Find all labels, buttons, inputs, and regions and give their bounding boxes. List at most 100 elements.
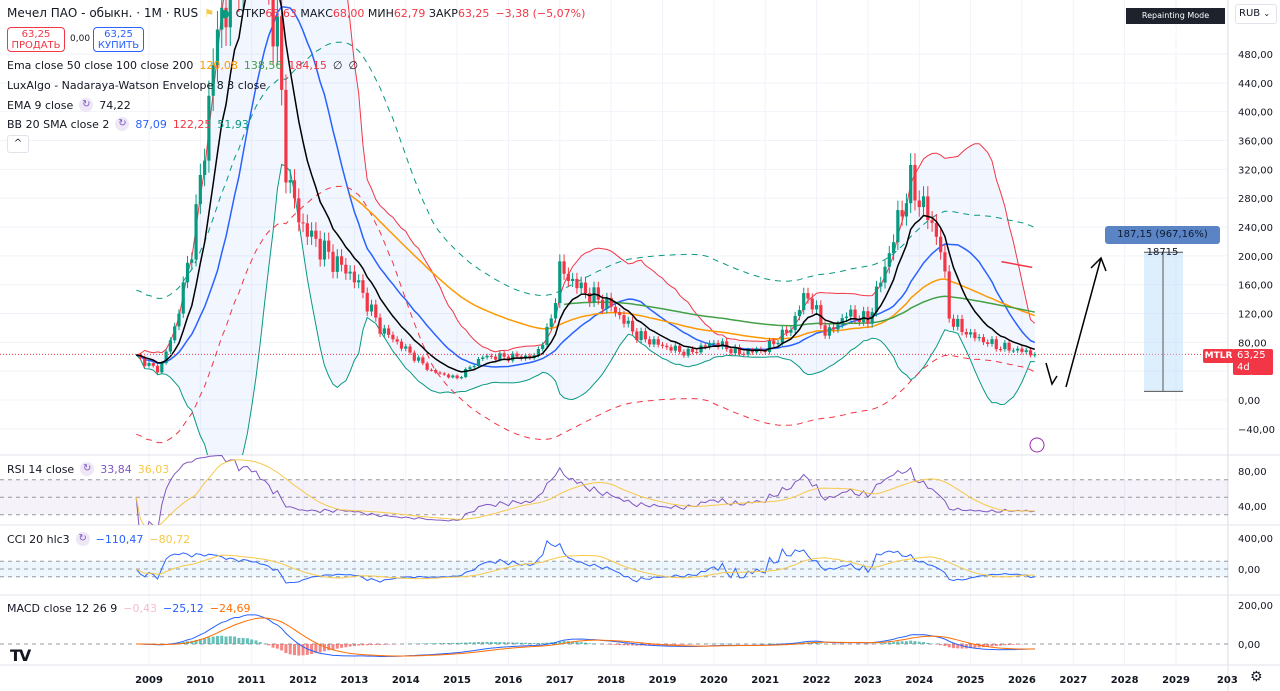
candle-body xyxy=(643,331,647,340)
indicator-value: −25,12 xyxy=(163,602,204,615)
candle-body xyxy=(956,318,960,327)
macd-histogram-bar xyxy=(387,644,391,645)
candle-body xyxy=(468,367,472,369)
ohlc-value: 66,63 xyxy=(265,6,301,20)
last-price-label: 63,25 4d 14h xyxy=(1233,349,1273,385)
spread-value: 0,00 xyxy=(70,34,91,44)
candle-body xyxy=(699,345,703,353)
macd-histogram-bar xyxy=(434,643,438,644)
candle-body xyxy=(190,259,194,263)
indicator-name: LuxAlgo - Nadaraya-Watson Envelope 8 3 c… xyxy=(7,79,267,92)
indicator-legend[interactable]: Ema close 50 close 100 close 200 120,08 13… xyxy=(7,59,358,72)
candle-body xyxy=(502,353,506,357)
macd-histogram-bar xyxy=(314,644,318,654)
macd-histogram-bar xyxy=(476,642,480,644)
candle-body xyxy=(382,328,386,334)
y-tick-label: 360,00 xyxy=(1238,137,1273,148)
x-tick-label: 2020 xyxy=(700,675,728,686)
ohlc-value: 68,00 xyxy=(332,6,368,20)
sell-button[interactable]: 63,25 ПРОДАТЬ xyxy=(7,27,65,52)
indicator-value: −110,47 xyxy=(95,532,144,546)
indicator-legend[interactable]: BB 20 SMA close 2 ↻ 87,09 122,25 51,93 xyxy=(7,117,249,131)
refresh-icon[interactable]: ↻ xyxy=(80,462,95,476)
buy-button[interactable]: 63,25 КУПИТЬ xyxy=(93,27,144,52)
candle-body xyxy=(626,320,630,324)
refresh-icon[interactable]: ↻ xyxy=(75,532,90,546)
candle-body xyxy=(857,319,861,322)
cci-ma-line xyxy=(135,554,1035,580)
candle-body xyxy=(434,370,438,373)
macd-histogram-bar xyxy=(357,644,361,646)
candle-body xyxy=(583,282,588,293)
macd-pane xyxy=(0,614,1228,657)
candle-body xyxy=(879,282,883,287)
indicator-legend[interactable]: MACD close 12 26 9 −0,43 −25,12 −24,69 xyxy=(7,602,250,615)
macd-tick-label: 200,00 xyxy=(1238,601,1273,612)
candle-body xyxy=(301,222,305,224)
rsi-pane xyxy=(0,455,1228,525)
candle-body xyxy=(763,351,767,353)
refresh-icon[interactable]: ↻ xyxy=(79,98,94,112)
candle-body xyxy=(639,331,643,341)
macd-histogram-bar xyxy=(228,636,232,644)
settings-icon[interactable]: ⚙ xyxy=(1250,669,1263,685)
macd-histogram-bar xyxy=(292,644,296,656)
candle-body xyxy=(810,298,814,310)
measure-label[interactable]: 187,15 (967,16%) 18715 xyxy=(1105,226,1220,258)
macd-histogram-bar xyxy=(686,644,690,645)
candle-body xyxy=(883,266,887,283)
candle-body xyxy=(789,330,793,333)
candle-body xyxy=(438,372,442,374)
macd-histogram-bar xyxy=(382,644,386,645)
candle-body xyxy=(622,315,626,324)
candle-body xyxy=(772,340,776,345)
ticker-label: MTLR xyxy=(1203,349,1234,363)
candle-body xyxy=(335,256,339,272)
indicator-legend[interactable]: LuxAlgo - Nadaraya-Watson Envelope 8 3 c… xyxy=(7,79,266,92)
candle-body xyxy=(695,351,699,353)
indicator-value: 74,22 xyxy=(99,98,131,112)
macd-histogram-bar xyxy=(652,644,656,646)
x-tick-label: 2017 xyxy=(546,675,574,686)
macd-histogram-bar xyxy=(438,643,442,644)
macd-histogram-bar xyxy=(673,644,677,645)
indicator-legend[interactable]: EMA 9 close ↻ 74,22 xyxy=(7,98,131,112)
macd-histogram-bar xyxy=(288,644,292,655)
candle-body xyxy=(476,359,481,367)
tradingview-logo[interactable]: 𝗧𝗩 xyxy=(10,646,31,665)
candle-body xyxy=(609,297,613,307)
candle-body xyxy=(729,349,733,354)
x-tick-label: 2013 xyxy=(340,675,368,686)
candle-body xyxy=(806,293,810,299)
candle-body xyxy=(416,357,421,361)
candle-body xyxy=(511,353,515,361)
x-tick-label: 2022 xyxy=(803,675,831,686)
macd-histogram-bar xyxy=(917,641,921,644)
macd-histogram-bar xyxy=(331,644,335,650)
symbol-title[interactable]: Мечел ПАО - обыкн. · 1М · RUS xyxy=(7,6,199,20)
macd-histogram-bar xyxy=(883,642,887,644)
candle-body xyxy=(652,339,656,345)
candle-body xyxy=(635,331,639,341)
x-tick-label: 2009 xyxy=(135,675,163,686)
candle-body xyxy=(682,351,686,356)
collapse-legend-button[interactable]: ^ xyxy=(7,135,29,153)
macd-histogram-bar xyxy=(211,636,215,644)
sell-label: ПРОДАТЬ xyxy=(11,40,61,51)
candle-body xyxy=(292,180,297,199)
candle-body xyxy=(712,342,716,344)
candle-body xyxy=(348,271,352,274)
indicator-legend[interactable]: CCI 20 hlc3 ↻ −110,47 −80,72 xyxy=(7,532,190,546)
macd-histogram-bar xyxy=(327,644,331,651)
y-tick-label: 440,00 xyxy=(1238,79,1273,90)
indicator-value: 51,93 xyxy=(217,117,249,131)
refresh-icon[interactable]: ↻ xyxy=(115,117,130,131)
macd-histogram-bar xyxy=(468,642,472,644)
candle-body xyxy=(579,282,583,289)
macd-histogram-bar xyxy=(622,644,626,646)
indicator-legend[interactable]: RSI 14 close ↻ 33,84 36,03 xyxy=(7,462,169,476)
currency-select[interactable]: RUB ⌄ xyxy=(1235,4,1277,24)
x-tick-label: 2011 xyxy=(238,675,266,686)
candle-body xyxy=(297,198,301,223)
